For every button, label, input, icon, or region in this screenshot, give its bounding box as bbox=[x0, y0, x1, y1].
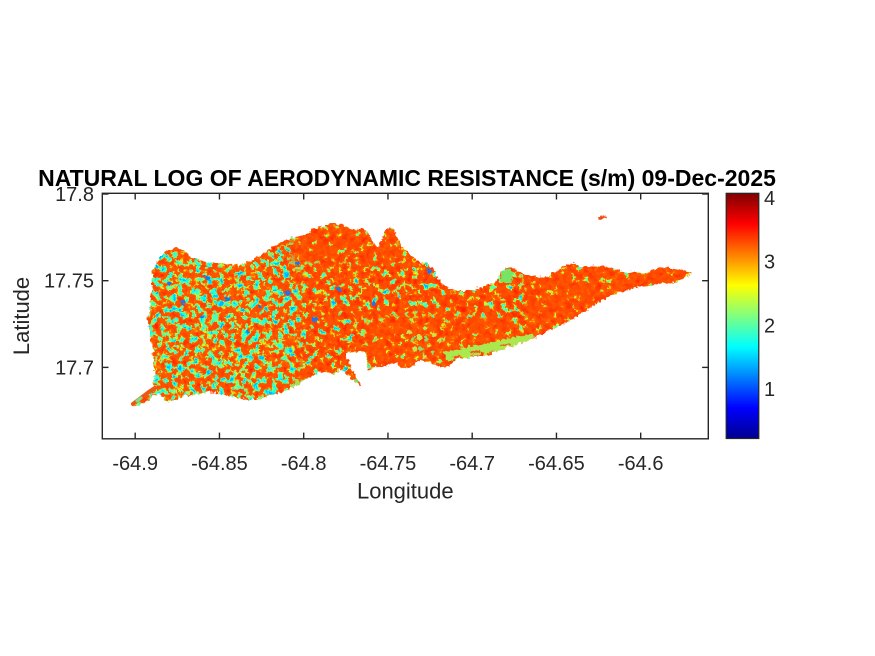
svg-text:17.75: 17.75 bbox=[44, 271, 94, 293]
svg-text:-64.85: -64.85 bbox=[191, 453, 248, 475]
svg-text:Longitude: Longitude bbox=[357, 479, 454, 504]
svg-text:-64.65: -64.65 bbox=[528, 453, 585, 475]
svg-text:-64.75: -64.75 bbox=[360, 453, 417, 475]
svg-text:17.7: 17.7 bbox=[55, 357, 94, 379]
svg-text:2: 2 bbox=[764, 315, 775, 337]
svg-text:NATURAL LOG OF AERODYNAMIC RES: NATURAL LOG OF AERODYNAMIC RESISTANCE (s… bbox=[38, 165, 776, 191]
svg-text:-64.7: -64.7 bbox=[449, 453, 495, 475]
svg-text:17.8: 17.8 bbox=[55, 184, 94, 206]
svg-text:Latitude: Latitude bbox=[9, 277, 34, 355]
svg-text:-64.8: -64.8 bbox=[281, 453, 327, 475]
svg-text:3: 3 bbox=[764, 252, 775, 274]
svg-text:4: 4 bbox=[764, 188, 775, 210]
svg-text:-64.9: -64.9 bbox=[112, 453, 158, 475]
svg-text:1: 1 bbox=[764, 379, 775, 401]
svg-text:-64.6: -64.6 bbox=[618, 453, 664, 475]
